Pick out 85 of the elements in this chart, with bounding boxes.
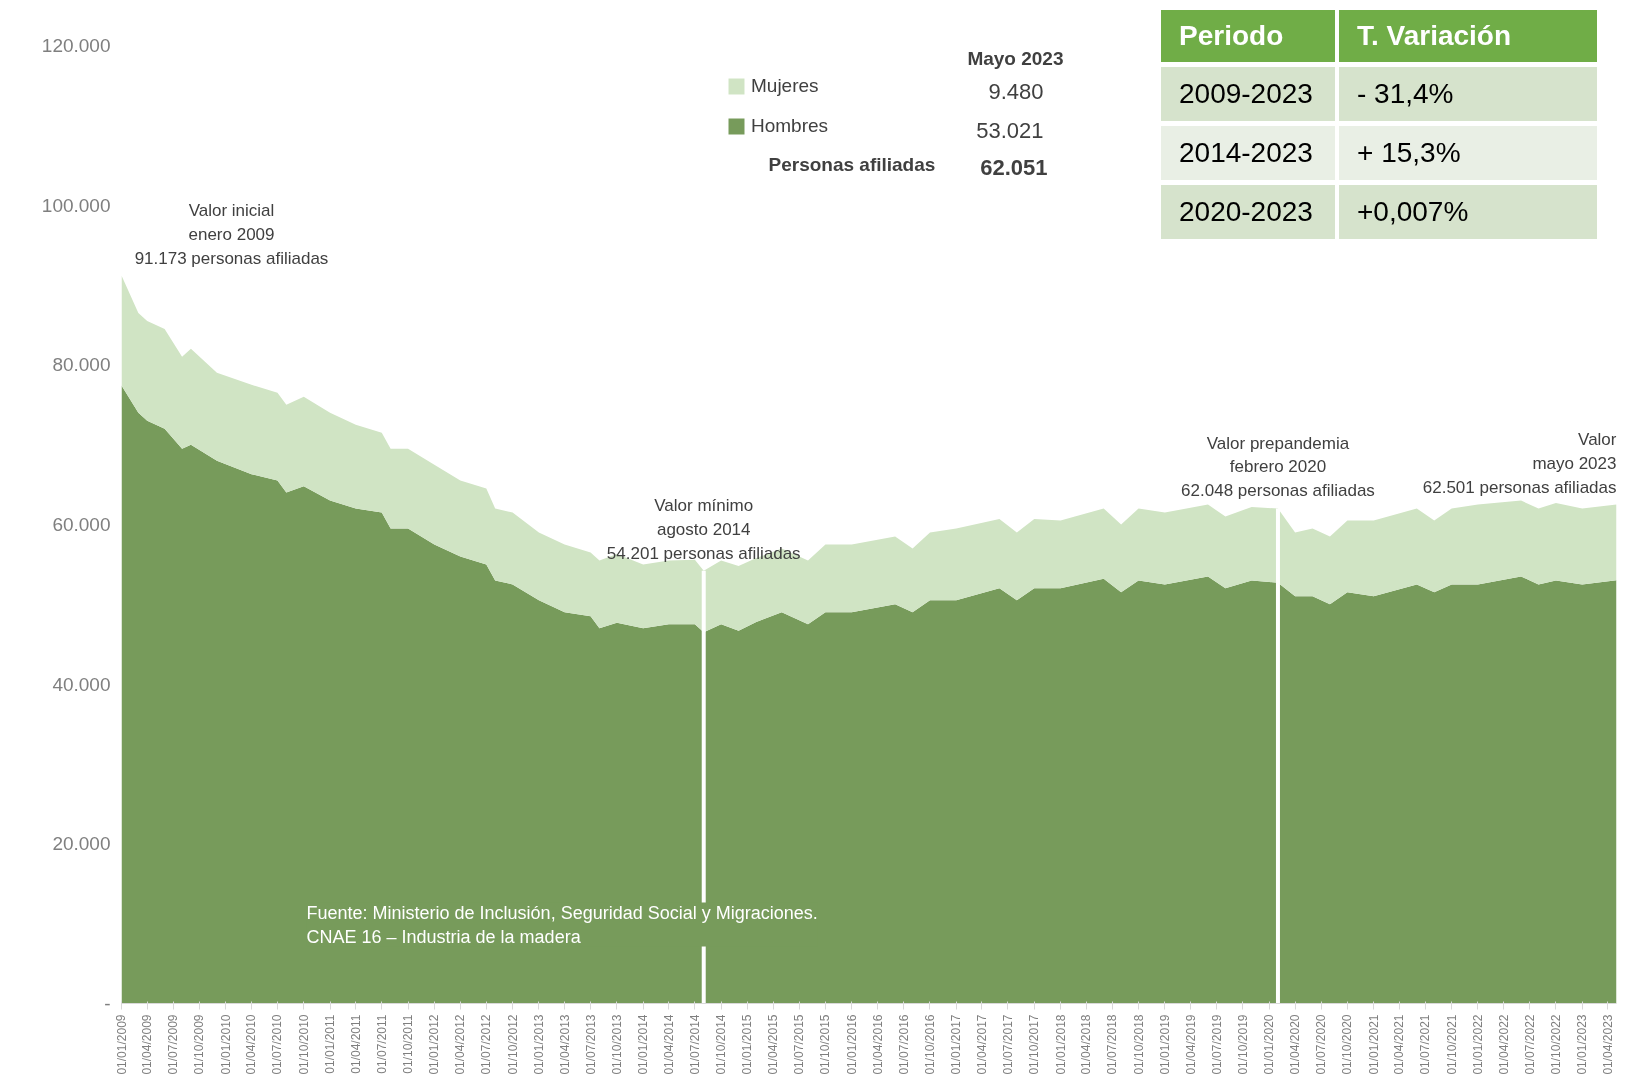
x-tick-label: 01/04/2012: [453, 1014, 468, 1075]
x-tick-label: 01/01/2015: [740, 1014, 755, 1075]
x-tick-label: 01/04/2017: [974, 1014, 989, 1075]
x-tick-label: 01/04/2016: [870, 1014, 885, 1075]
x-tick-label: 01/10/2021: [1444, 1014, 1459, 1075]
x-tick-label: 01/10/2013: [609, 1014, 624, 1075]
x-tick-label: 01/10/2019: [1235, 1014, 1250, 1075]
annotation: Personas afiliadas: [768, 154, 936, 175]
annotation: + 15,3%: [1339, 126, 1597, 180]
y-tick-label: 60.000: [52, 514, 111, 535]
x-tick-label: 01/07/2010: [270, 1014, 285, 1075]
y-tick-label: 40.000: [52, 673, 111, 695]
x-tick-label: 01/01/2012: [427, 1014, 442, 1075]
x-tick-label: 01/01/2019: [1157, 1014, 1172, 1075]
y-tick-label: 120.000: [41, 35, 111, 56]
x-tick-label: 01/10/2015: [818, 1014, 833, 1075]
x-tick-label: 01/01/2009: [114, 1014, 129, 1075]
annotation: Periodo: [1161, 10, 1335, 62]
x-tick-label: 01/01/2011: [323, 1014, 338, 1074]
x-tick-label: 01/04/2010: [244, 1014, 259, 1075]
x-tick-label: 01/01/2020: [1262, 1014, 1277, 1075]
x-tick-label: 01/04/2013: [557, 1014, 572, 1075]
annotation: Valor mínimo agosto 2014 54.201 personas afiliadas: [606, 496, 801, 563]
x-tick-label: 01/07/2022: [1522, 1014, 1537, 1075]
x-tick-label: 01/10/2009: [192, 1014, 207, 1075]
legend-label: Mujeres: [751, 75, 819, 97]
x-tick-label: 01/07/2015: [792, 1014, 807, 1075]
x-tick-label: 01/01/2013: [531, 1014, 546, 1075]
x-tick-label: 01/04/2022: [1496, 1014, 1511, 1075]
x-tick-label: 01/04/2018: [1079, 1014, 1094, 1075]
legend-label: Hombres: [751, 115, 829, 137]
x-tick-label: 01/07/2018: [1105, 1014, 1120, 1075]
x-tick-label: 01/10/2018: [1131, 1014, 1146, 1075]
y-tick-label: 20.000: [52, 833, 111, 855]
x-tick-label: 01/07/2011: [374, 1014, 389, 1074]
x-tick-label: 01/04/2021: [1392, 1014, 1407, 1075]
x-tick-label: 01/04/2014: [661, 1014, 676, 1075]
x-tick-label: 01/01/2017: [949, 1014, 964, 1075]
x-tick-label: 01/04/2023: [1600, 1014, 1615, 1075]
x-tick-label: 01/01/2023: [1575, 1014, 1590, 1075]
x-tick-label: 01/10/2016: [922, 1014, 937, 1075]
x-tick-label: 01/01/2010: [218, 1014, 233, 1075]
annotation: 62.051: [980, 155, 1048, 180]
x-tick-label: 01/07/2021: [1418, 1014, 1433, 1075]
x-tick-label: 01/07/2016: [896, 1014, 911, 1075]
annotation: Valor mayo 2023 62.501 personas afiliadas: [1422, 430, 1617, 497]
annotation: 53.021: [976, 118, 1044, 143]
x-tick-label: 01/04/2011: [348, 1014, 363, 1074]
annotation: 9.480: [988, 79, 1044, 104]
x-tick-label: 01/07/2017: [1000, 1014, 1015, 1075]
annotation: Fuente: Ministerio de Inclusión, Seguridad Social y Migraciones. CNAE 16 – Industria de la madera: [306, 902, 818, 947]
x-tick-label: 01/01/2014: [636, 1014, 651, 1075]
annotation: Valor prepandemia febrero 2020 62.048 personas afiliadas: [1181, 433, 1375, 501]
annotation: 2009-2023: [1161, 67, 1335, 121]
x-tick-label: 01/01/2016: [844, 1014, 859, 1075]
x-tick-label: 01/07/2013: [583, 1014, 598, 1075]
x-tick-label: 01/04/2019: [1183, 1014, 1198, 1075]
annotation: Valor inicial enero 2009 91.173 personas afiliadas: [134, 201, 329, 268]
x-tick-label: 01/10/2012: [505, 1014, 520, 1075]
x-tick-label: 01/07/2012: [479, 1014, 494, 1075]
x-tick-label: 01/10/2017: [1027, 1014, 1042, 1075]
x-tick-label: 01/07/2009: [166, 1014, 181, 1075]
annotation: T. Variación: [1339, 10, 1597, 62]
annotation: - 31,4%: [1339, 67, 1597, 121]
x-tick-label: 01/07/2019: [1209, 1014, 1224, 1075]
legend-title: Mayo 2023: [967, 48, 1064, 69]
x-tick-label: 01/01/2021: [1366, 1014, 1381, 1075]
x-tick-label: 01/07/2014: [687, 1014, 702, 1075]
annotation: +0,007%: [1339, 185, 1597, 239]
x-tick-label: 01/10/2011: [401, 1014, 416, 1074]
y-tick-label: -: [104, 993, 111, 1014]
x-tick-label: 01/10/2010: [296, 1014, 311, 1075]
x-tick-label: 01/04/2009: [140, 1014, 155, 1075]
annotation: 2014-2023: [1161, 126, 1335, 180]
x-tick-label: 01/07/2020: [1314, 1014, 1329, 1075]
x-tick-label: 01/04/2015: [766, 1014, 781, 1075]
x-tick-label: 01/10/2020: [1340, 1014, 1355, 1075]
x-tick-label: 01/01/2018: [1053, 1014, 1068, 1075]
y-tick-label: 100.000: [41, 194, 111, 216]
x-tick-label: 01/01/2022: [1470, 1014, 1485, 1075]
x-tick-label: 01/04/2020: [1288, 1014, 1303, 1075]
annotation: 2020-2023: [1161, 185, 1335, 239]
x-tick-label: 01/10/2022: [1548, 1014, 1563, 1075]
x-tick-label: 01/10/2014: [714, 1014, 729, 1075]
y-tick-label: 80.000: [52, 354, 111, 376]
